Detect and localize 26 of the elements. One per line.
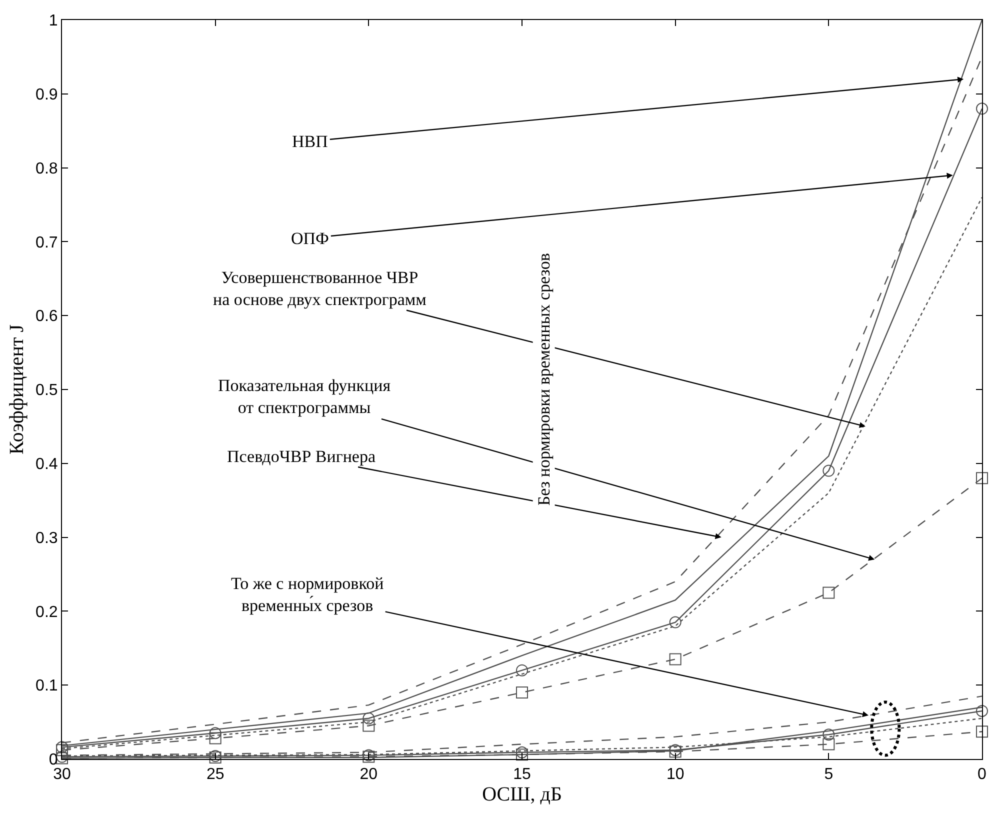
annotation: НВП [292,132,328,151]
x-axis-title: ОСШ, дБ [482,784,562,806]
y-tick-label: 0.8 [36,160,58,178]
y-tick-label: 0.6 [36,308,58,326]
annotation: Без нормировки временных срезов [534,253,554,506]
y-tick-label: 0.5 [36,382,58,400]
y-tick-label: 0.4 [36,456,58,473]
y-axis-title: Коэффициент J [6,324,28,455]
x-tick-label: 5 [824,766,834,784]
annotation: То же с нормировкой временны́х срезов [231,574,384,616]
y-tick-label: 0.9 [36,86,58,104]
x-tick-label: 10 [666,766,684,784]
x-tick-label: 20 [360,766,378,784]
annotation: ОПФ [291,229,329,248]
annotation: Усовершенствованное ЧВР на основе двух спектрограмм [213,268,427,310]
x-tick-label: 15 [513,766,531,784]
x-tick-label: 0 [978,766,987,784]
x-tick-label: 25 [206,766,224,784]
x-tick-label: 30 [53,766,71,784]
y-tick-label: 0.2 [36,604,58,621]
annotation: ПсевдоЧВР Вигнера [227,447,376,466]
y-tick-label: 0.7 [36,234,58,252]
y-tick-label: 0.3 [36,530,58,547]
y-tick-label: 1 [48,12,58,30]
annotation: Показательная функция от спектрограммы [218,376,391,418]
y-tick-label: 0.1 [36,678,58,695]
